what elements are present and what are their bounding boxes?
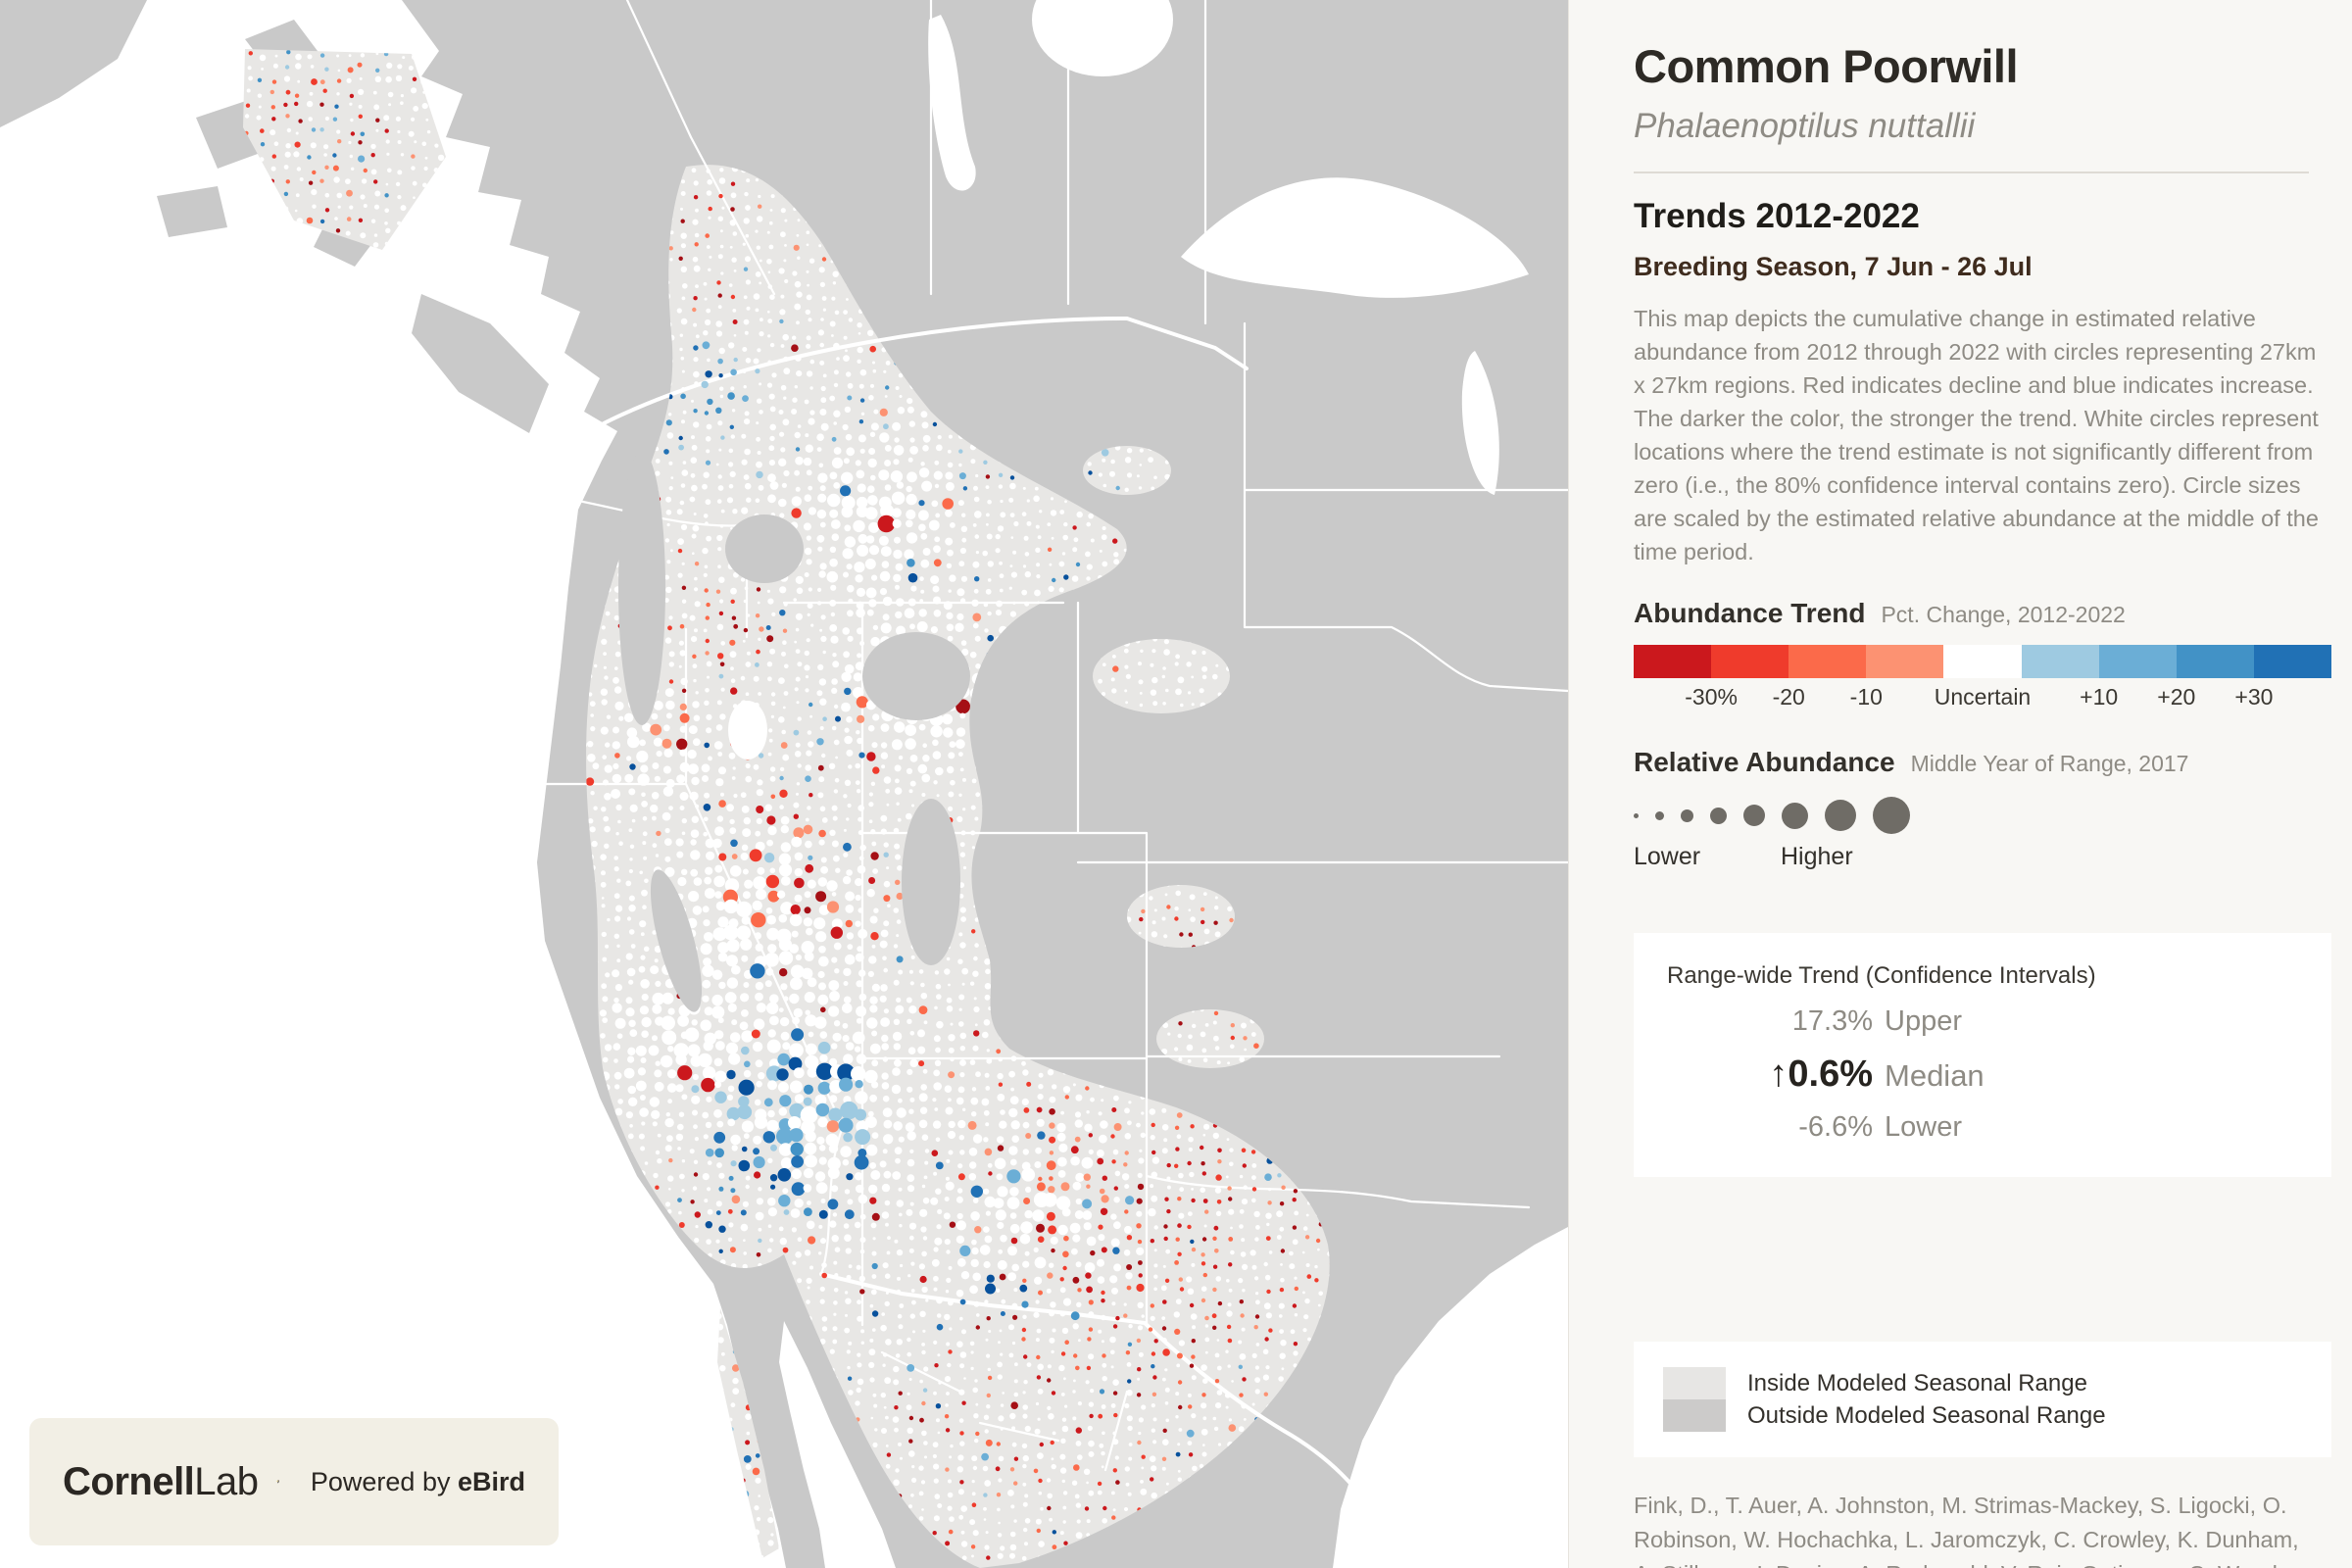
abundance-size-circle bbox=[1655, 810, 1664, 820]
cornell-lab-logo-card[interactable]: CornellLab Powered by eBird bbox=[29, 1418, 559, 1545]
colorbar-segment bbox=[1788, 645, 1867, 678]
median-label: Median bbox=[1885, 1058, 1984, 1093]
lower-ci-row: -6.6% Lower bbox=[1647, 1111, 2298, 1144]
colorbar-tick-label: -10 bbox=[1849, 684, 1883, 710]
median-row: ↑0.6% Median bbox=[1647, 1054, 2298, 1096]
abundance-trend-heading: Abundance Trend bbox=[1634, 598, 1866, 628]
season-subtitle: Breeding Season, 7 Jun - 26 Jul bbox=[1634, 252, 2033, 281]
colorbar-segment bbox=[2176, 645, 2254, 678]
relative-abundance-heading: Relative Abundance bbox=[1634, 747, 1895, 777]
map-description: This map depicts the cumulative change i… bbox=[1634, 306, 2319, 564]
trends-title: Trends 2012-2022 bbox=[1634, 197, 1920, 235]
inside-range-swatch bbox=[1663, 1367, 1726, 1399]
species-scientific-name: Phalaenoptilus nuttallii bbox=[1634, 107, 1976, 145]
citation-text: Fink, D., T. Auer, A. Johnston, M. Strim… bbox=[1634, 1493, 2299, 1568]
colorbar-tick-label: +10 bbox=[2080, 684, 2119, 710]
abundance-trend-qualifier: Pct. Change, 2012-2022 bbox=[1881, 602, 2126, 627]
colorbar-tick-label: -30% bbox=[1685, 684, 1738, 710]
median-value: ↑0.6% bbox=[1769, 1054, 1873, 1095]
abundance-size-circle bbox=[1873, 797, 1910, 834]
lower-value: -6.6% bbox=[1798, 1111, 1873, 1143]
relative-abundance-qualifier: Middle Year of Range, 2017 bbox=[1910, 751, 2189, 776]
label-lower: Lower bbox=[1634, 843, 1701, 870]
colorbar-tick-label: Uncertain bbox=[1934, 684, 2032, 710]
upper-ci-row: 17.3% Upper bbox=[1647, 1005, 2298, 1038]
inside-range-label: Inside Modeled Seasonal Range bbox=[1747, 1370, 2087, 1396]
colorbar-tick-label: +20 bbox=[2157, 684, 2196, 710]
range-swatches bbox=[1663, 1367, 1726, 1432]
abundance-size-circle bbox=[1825, 800, 1856, 831]
colorbar-segment bbox=[1866, 645, 1944, 678]
abundance-size-circle bbox=[1681, 808, 1693, 822]
trend-map: CornellLab Powered by eBird bbox=[0, 0, 1568, 1568]
upper-value: 17.3% bbox=[1791, 1005, 1873, 1037]
woodpecker-bird-icon bbox=[275, 1480, 279, 1484]
abundance-size-circles bbox=[1634, 796, 2084, 835]
colorbar-labels: -30% -20 -10 Uncertain +10 +20 +30 bbox=[1634, 684, 2331, 717]
upper-label: Upper bbox=[1885, 1005, 1962, 1037]
colorbar-segments bbox=[1634, 645, 2331, 678]
seasonal-range-legend: Inside Modeled Seasonal Range Outside Mo… bbox=[1634, 1342, 2331, 1457]
abundance-size-circle bbox=[1710, 807, 1727, 824]
colorbar-segment bbox=[1711, 645, 1789, 678]
outside-range-label: Outside Modeled Seasonal Range bbox=[1747, 1402, 2106, 1429]
colorbar-segment bbox=[2021, 645, 2099, 678]
outside-range-swatch bbox=[1663, 1399, 1726, 1432]
abundance-size-circle bbox=[1634, 812, 1639, 818]
colorbar-tick-label: -20 bbox=[1772, 684, 1805, 710]
colorbar-segment bbox=[1943, 645, 2022, 678]
info-panel: Common Poorwill Phalaenoptilus nuttallii… bbox=[1568, 0, 2352, 1568]
cornell-lab-wordmark: CornellLab bbox=[63, 1459, 259, 1503]
colorbar-tick-label: +30 bbox=[2234, 684, 2274, 710]
abundance-size-labels: Lower Higher bbox=[1634, 843, 2084, 872]
species-title: Common Poorwill bbox=[1634, 40, 2019, 92]
trend-colorbar: -30% -20 -10 Uncertain +10 +20 +30 bbox=[1634, 645, 2331, 717]
lakes bbox=[728, 0, 1529, 760]
range-wide-trend-box: Range-wide Trend (Confidence Intervals) … bbox=[1634, 933, 2331, 1177]
abundance-size-circle bbox=[1782, 802, 1808, 829]
colorbar-segment bbox=[2253, 645, 2331, 678]
lower-label: Lower bbox=[1885, 1111, 1962, 1143]
trend-map-canvas bbox=[0, 0, 1568, 1568]
powered-by-ebird: Powered by eBird bbox=[310, 1466, 525, 1496]
colorbar-segment bbox=[2098, 645, 2177, 678]
range-wide-trend-title: Range-wide Trend (Confidence Intervals) bbox=[1667, 962, 2096, 989]
range-holes bbox=[618, 451, 970, 1012]
colorbar-segment bbox=[1634, 645, 1712, 678]
label-higher: Higher bbox=[1781, 843, 1853, 870]
abundance-size-circle bbox=[1743, 805, 1765, 826]
divider bbox=[1634, 172, 2309, 173]
up-arrow-icon: ↑ bbox=[1769, 1054, 1788, 1095]
